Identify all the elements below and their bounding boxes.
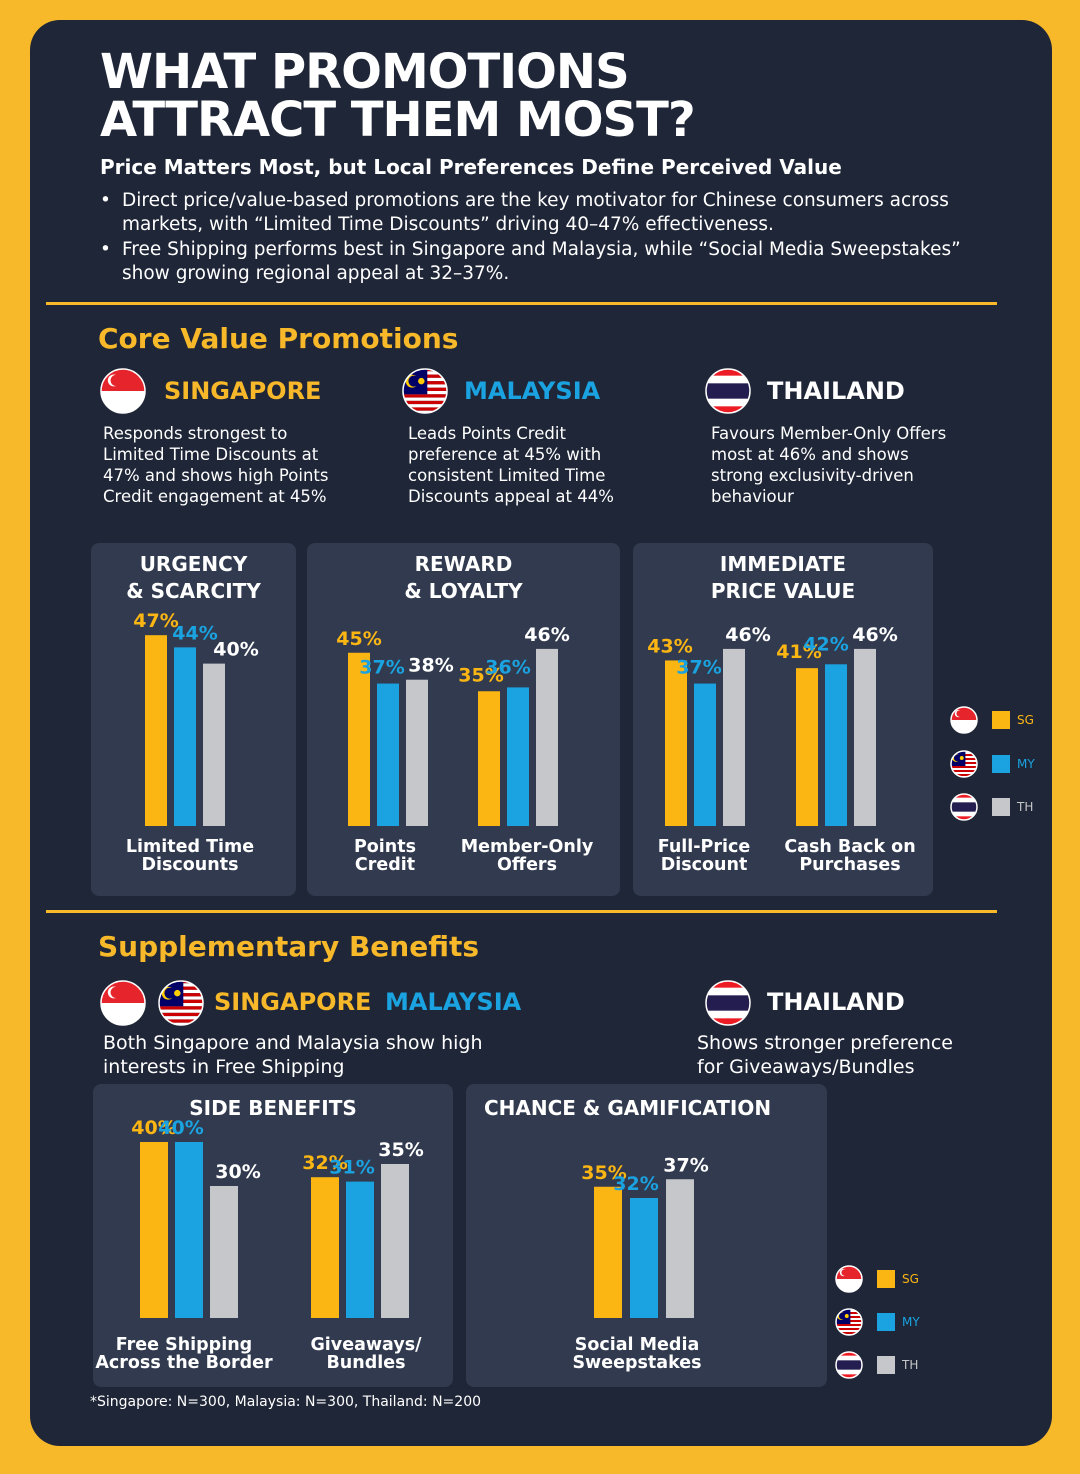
chart-title: IMMEDIATE PRICE VALUE [710,552,856,603]
page-title: WHAT PROMOTIONS ATTRACT THEM MOST? [100,44,696,148]
legend-item-my: MY [835,1308,920,1336]
sg-my-description: Both Singapore and Malaysia show high in… [103,1032,483,1078]
legend-label: SG [1017,713,1034,727]
singapore-flag-icon [835,1265,863,1293]
category-label: Full-Price Discount [657,837,751,875]
legend-label: MY [902,1315,920,1329]
chart-title: URGENCY & SCARCITY [126,552,261,603]
chart-title: SIDE BENEFITS [189,1096,357,1120]
country-label-thailand: THAILAND [767,377,905,405]
country-label-malaysia: MALAYSIA [464,377,601,405]
legend-swatch [877,1356,895,1374]
legend-item-th: TH [950,793,1033,821]
legend-item-sg: SG [835,1265,919,1293]
legend-swatch [992,798,1010,816]
legend-label: MY [1017,757,1035,771]
country-label-thailand: THAILAND [767,988,905,1016]
section-divider [46,302,997,305]
section-title-supplementary: Supplementary Benefits [98,930,480,963]
category-label: Limited Time Discounts [125,837,255,875]
country-label-singapore: SINGAPORE [164,377,322,405]
sample-size-footnote: *Singapore: N=300, Malaysia: N=300, Thai… [90,1394,482,1410]
thailand-flag-icon [705,368,751,414]
singapore-flag-icon [950,706,978,734]
legend-label: TH [902,1358,919,1372]
legend-item-my: MY [950,750,1035,778]
category-label: Points Credit [353,837,417,875]
category-label: Social Media Sweepstakes [572,1335,702,1373]
category-label: Member-Only Offers [460,837,594,875]
country-label-singapore: SINGAPORE [214,988,372,1016]
legend-label: SG [902,1272,919,1286]
thailand-flag-icon [705,980,751,1026]
legend-swatch [877,1313,895,1331]
chart-title: REWARD & LOYALTY [404,552,523,603]
thailand-flag-icon [950,793,978,821]
legend-swatch [992,711,1010,729]
legend-item-sg: SG [950,706,1034,734]
section-divider [46,910,997,913]
malaysia-flag-icon [950,750,978,778]
malaysia-flag-icon [835,1308,863,1336]
country-label-malaysia: MALAYSIA [385,988,522,1016]
legend-swatch [877,1270,895,1288]
thailand-flag-icon [835,1351,863,1379]
thailand-description: Favours Member-Only Offers most at 46% a… [711,424,947,506]
category-label: Free Shipping Across the Border [95,1335,273,1373]
category-label: Giveaways/ Bundles [310,1335,422,1373]
legend-label: TH [1017,800,1034,814]
chart-title: CHANCE & GAMIFICATION [484,1096,772,1120]
section-title-core: Core Value Promotions [98,322,459,355]
finding-bullet: Direct price/value-based promotions are … [100,189,980,237]
legend-item-th: TH [835,1351,918,1379]
singapore-flag-icon [100,368,146,414]
legend-swatch [992,755,1010,773]
malaysia-flag-icon [158,980,204,1026]
key-findings-list: Direct price/value-based promotions are … [100,189,980,287]
category-label: Cash Back on Purchases [784,837,916,875]
thailand-supplementary-description: Shows stronger preference for Giveaways/… [697,1032,953,1078]
finding-bullet: Free Shipping performs best in Singapore… [100,238,980,286]
malaysia-description: Leads Points Credit preference at 45% wi… [408,424,614,506]
page-subtitle: Price Matters Most, but Local Preference… [100,155,842,179]
malaysia-flag-icon [402,368,448,414]
singapore-description: Responds strongest to Limited Time Disco… [103,424,329,506]
singapore-flag-icon [100,980,146,1026]
